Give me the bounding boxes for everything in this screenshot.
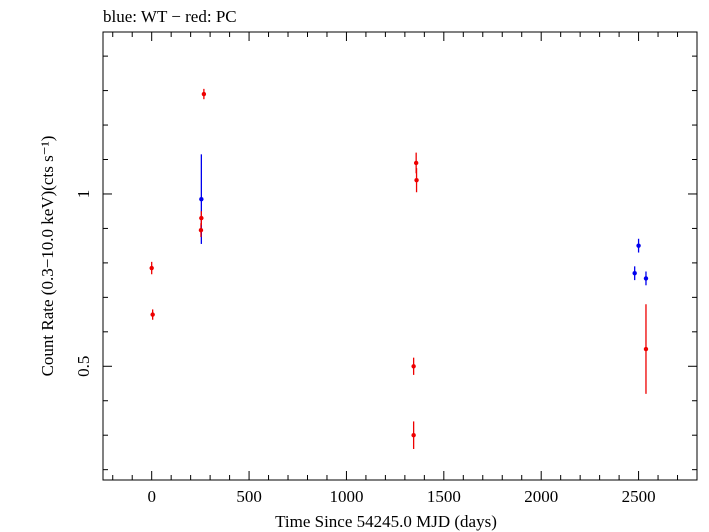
x-tick-label: 500 — [236, 487, 262, 506]
plot-area: 0 500 1000 1500 2000 2500 0.5 1 — [74, 31, 698, 506]
x-tick-label: 2000 — [524, 487, 558, 506]
y-tick-label: 0.5 — [74, 356, 93, 377]
data-point — [636, 243, 641, 248]
x-tick-label: 1500 — [427, 487, 461, 506]
chart-title: blue: WT − red: PC — [103, 7, 237, 26]
plot-frame — [102, 31, 698, 481]
data-point — [150, 312, 155, 317]
data-point — [413, 160, 419, 166]
data-point — [199, 215, 204, 221]
x-tick-label: 0 — [147, 487, 156, 506]
data-point — [199, 196, 204, 202]
data-point — [643, 346, 649, 352]
data-point — [632, 271, 637, 276]
data-point — [411, 433, 416, 438]
y-axis-label: Count Rate (0.3−10.0 keV)(cts s⁻¹) — [38, 136, 57, 377]
x-axis-label: Time Since 54245.0 MJD (days) — [275, 512, 497, 531]
data-point — [643, 276, 649, 281]
y-tick-label: 1 — [74, 190, 93, 199]
data-point — [149, 265, 154, 271]
data-point — [414, 177, 419, 183]
data-point — [201, 91, 207, 97]
x-tick-label: 1000 — [329, 487, 363, 506]
data-point — [198, 227, 204, 233]
data-point — [411, 364, 416, 369]
x-tick-label: 2500 — [622, 487, 656, 506]
